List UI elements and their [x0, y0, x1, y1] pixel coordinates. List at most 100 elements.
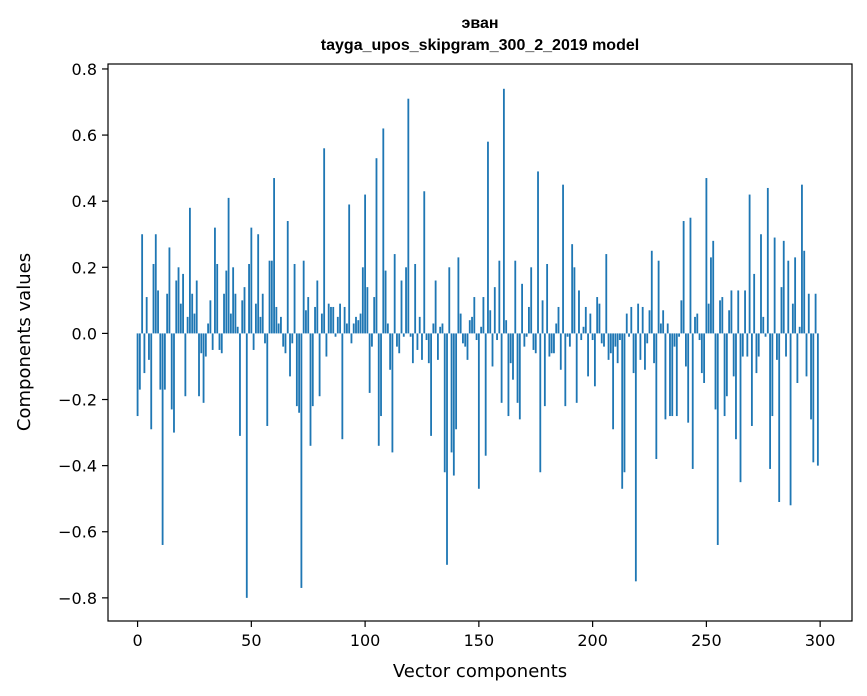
bar [791, 303, 794, 334]
bar [780, 287, 783, 334]
bar [696, 313, 699, 334]
bar [732, 333, 735, 377]
bar [168, 247, 171, 334]
bar [298, 333, 301, 413]
y-tick-label: 0.2 [72, 258, 97, 277]
bar [746, 333, 749, 357]
bar [261, 293, 264, 334]
bar [521, 283, 523, 334]
bar [614, 333, 617, 347]
bar [605, 254, 608, 334]
bar [352, 323, 355, 334]
bar [787, 260, 790, 334]
bar [571, 244, 574, 334]
bar [625, 313, 628, 334]
bar [639, 333, 642, 360]
y-tick-label: −0.6 [58, 523, 97, 542]
bar [159, 333, 162, 390]
bar [769, 333, 771, 469]
bar [166, 293, 169, 334]
bar [334, 333, 337, 337]
bar [744, 290, 746, 334]
bar [384, 270, 387, 334]
bar [593, 333, 596, 387]
bar [302, 260, 305, 334]
bar [148, 333, 150, 360]
bar [259, 316, 262, 334]
bar [646, 333, 649, 344]
bar [330, 306, 332, 334]
bar [664, 333, 667, 420]
bar [434, 280, 437, 334]
bar [400, 280, 403, 334]
bar [220, 333, 223, 354]
bar [468, 320, 471, 334]
bar [803, 250, 806, 334]
bar [418, 316, 421, 334]
bar [518, 333, 521, 420]
bar [703, 333, 706, 383]
y-tick-label: −0.8 [58, 589, 97, 608]
bar [439, 326, 442, 334]
bar [716, 333, 719, 545]
bar [659, 323, 662, 334]
bar [177, 267, 180, 334]
bar [432, 323, 435, 334]
bar [528, 306, 530, 334]
bar [757, 333, 760, 357]
bar [289, 333, 291, 377]
y-tick-label: 0.4 [72, 192, 97, 211]
bar [214, 227, 216, 334]
bar [157, 290, 159, 334]
bar [268, 260, 271, 334]
bar [612, 333, 615, 430]
bar [204, 333, 207, 357]
bar [163, 333, 166, 390]
bar [425, 333, 428, 341]
bar [500, 333, 503, 403]
y-axis-label: Components values [14, 253, 35, 431]
y-tick-label: 0.0 [72, 324, 97, 343]
bar [402, 333, 405, 337]
bar [452, 333, 455, 476]
bar [753, 273, 756, 334]
bar [714, 333, 717, 410]
bar [257, 234, 260, 334]
bar [666, 323, 669, 334]
bar [366, 287, 369, 334]
bar [728, 310, 731, 334]
bar [462, 333, 464, 344]
bar [778, 333, 781, 502]
bar [589, 313, 592, 334]
bar [687, 333, 690, 423]
bar [318, 333, 321, 397]
bar [568, 333, 571, 347]
bar [184, 333, 187, 397]
bar [295, 333, 298, 407]
bar [669, 333, 671, 417]
bar [507, 333, 510, 417]
bar [525, 333, 528, 337]
bar [623, 333, 626, 473]
bar [755, 333, 758, 374]
bar [721, 297, 724, 334]
bar [409, 333, 412, 337]
bar [273, 178, 275, 334]
bar [762, 316, 765, 334]
bar [694, 316, 696, 334]
bar [760, 234, 762, 334]
bar [241, 300, 244, 334]
bar [414, 263, 417, 334]
y-tick-label: −0.4 [58, 457, 97, 476]
bar [680, 300, 683, 334]
bar [341, 333, 344, 440]
bar [229, 313, 232, 334]
bar [282, 333, 285, 347]
bar [502, 88, 505, 334]
bar [211, 333, 214, 350]
bar [537, 171, 539, 334]
bar [575, 333, 578, 403]
bar [455, 333, 458, 430]
bar [562, 184, 564, 334]
bar [380, 333, 382, 417]
